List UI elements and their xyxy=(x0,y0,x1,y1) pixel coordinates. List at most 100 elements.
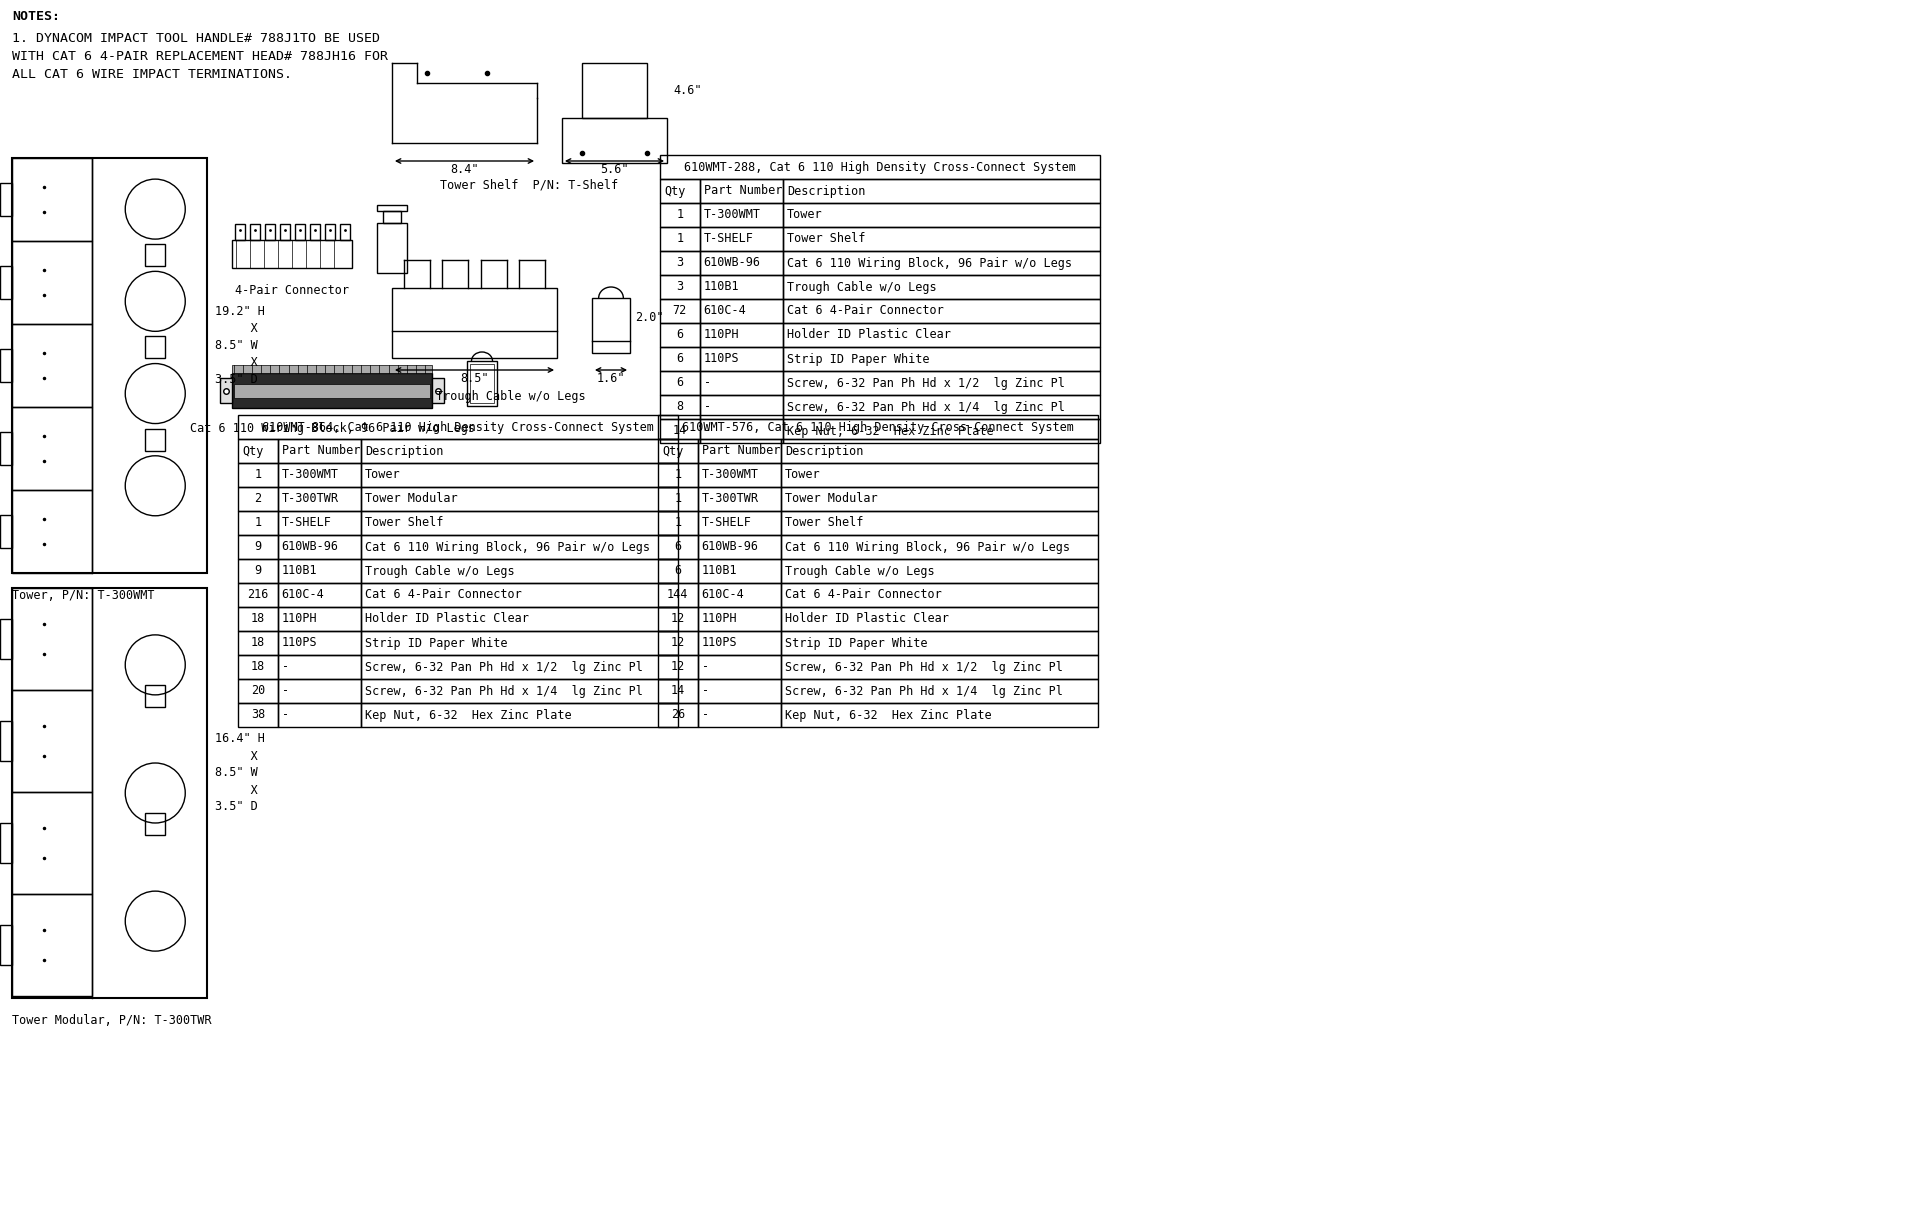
Text: 610C-4: 610C-4 xyxy=(282,588,324,602)
Text: T-SHELF: T-SHELF xyxy=(701,516,751,530)
Bar xyxy=(699,395,783,419)
Text: -: - xyxy=(701,660,708,674)
Bar xyxy=(697,583,781,607)
Text: 110B1: 110B1 xyxy=(282,564,317,577)
Text: 19.2" H
     X
8.5" W
     X
3.5" D: 19.2" H X 8.5" W X 3.5" D xyxy=(215,304,265,386)
Bar xyxy=(0,721,12,761)
Text: Cat 6 4-Pair Connector: Cat 6 4-Pair Connector xyxy=(785,588,943,602)
Text: 1: 1 xyxy=(674,469,682,481)
Bar xyxy=(278,487,361,512)
Bar xyxy=(697,535,781,559)
Bar xyxy=(781,583,1098,607)
Text: 610WB-96: 610WB-96 xyxy=(703,257,760,269)
Bar xyxy=(783,251,1100,275)
Text: WITH CAT 6 4-PAIR REPLACEMENT HEAD# 788JH16 FOR: WITH CAT 6 4-PAIR REPLACEMENT HEAD# 788J… xyxy=(12,50,388,63)
Text: Trough Cable w/o Legs: Trough Cable w/o Legs xyxy=(436,390,586,403)
Bar xyxy=(361,631,678,655)
Bar xyxy=(376,223,407,273)
Bar xyxy=(699,227,783,251)
Bar xyxy=(324,224,334,240)
Bar xyxy=(278,512,361,535)
Bar xyxy=(781,703,1098,727)
Text: 9: 9 xyxy=(253,541,261,553)
Bar xyxy=(783,395,1100,419)
Bar xyxy=(697,655,781,678)
Bar xyxy=(697,703,781,727)
Bar xyxy=(12,241,92,324)
Text: Tower: Tower xyxy=(785,469,822,481)
Bar xyxy=(660,275,699,298)
Text: Tower Modular, P/N: T-300TWR: Tower Modular, P/N: T-300TWR xyxy=(12,1015,211,1027)
Bar xyxy=(361,655,678,678)
Bar xyxy=(278,438,361,463)
Bar xyxy=(146,685,165,706)
Bar xyxy=(659,487,697,512)
Bar xyxy=(582,63,647,118)
Bar xyxy=(781,631,1098,655)
Text: Tower: Tower xyxy=(787,208,824,222)
Text: ALL CAT 6 WIRE IMPACT TERMINATIONS.: ALL CAT 6 WIRE IMPACT TERMINATIONS. xyxy=(12,68,292,82)
Bar xyxy=(659,607,697,631)
Bar xyxy=(699,179,783,203)
Text: 12: 12 xyxy=(670,613,685,626)
Text: T-300TWR: T-300TWR xyxy=(701,492,758,505)
Text: -: - xyxy=(282,660,288,674)
Text: 3: 3 xyxy=(676,280,684,294)
Text: Screw, 6-32 Pan Ph Hd x 1/4  lg Zinc Pl: Screw, 6-32 Pan Ph Hd x 1/4 lg Zinc Pl xyxy=(785,685,1064,698)
Bar xyxy=(278,463,361,487)
Text: Kep Nut, 6-32  Hex Zinc Plate: Kep Nut, 6-32 Hex Zinc Plate xyxy=(787,425,995,437)
Bar xyxy=(660,347,699,371)
Text: 6: 6 xyxy=(676,329,684,341)
Bar xyxy=(278,655,361,678)
Bar xyxy=(146,245,165,267)
Bar xyxy=(361,512,678,535)
Bar xyxy=(238,559,278,583)
Text: Holder ID Plastic Clear: Holder ID Plastic Clear xyxy=(365,613,530,626)
Text: Screw, 6-32 Pan Ph Hd x 1/2  lg Zinc Pl: Screw, 6-32 Pan Ph Hd x 1/2 lg Zinc Pl xyxy=(785,660,1064,674)
Text: 3: 3 xyxy=(676,257,684,269)
Bar xyxy=(361,678,678,703)
Bar xyxy=(660,227,699,251)
Bar xyxy=(659,559,697,583)
Text: 6: 6 xyxy=(676,352,684,365)
Bar xyxy=(12,324,92,407)
Bar xyxy=(699,419,783,443)
Text: 4-Pair Connector: 4-Pair Connector xyxy=(234,284,349,297)
Text: 5.6": 5.6" xyxy=(601,163,628,175)
Text: 610WB-96: 610WB-96 xyxy=(282,541,338,553)
Bar xyxy=(238,678,278,703)
Text: -: - xyxy=(703,425,710,437)
Bar xyxy=(12,792,92,894)
Bar xyxy=(12,490,92,572)
Bar xyxy=(783,298,1100,323)
Text: 6: 6 xyxy=(674,541,682,553)
Text: T-SHELF: T-SHELF xyxy=(703,233,753,246)
Text: Kep Nut, 6-32  Hex Zinc Plate: Kep Nut, 6-32 Hex Zinc Plate xyxy=(365,709,572,721)
Bar xyxy=(660,395,699,419)
Text: Screw, 6-32 Pan Ph Hd x 1/2  lg Zinc Pl: Screw, 6-32 Pan Ph Hd x 1/2 lg Zinc Pl xyxy=(787,376,1066,390)
Bar xyxy=(660,323,699,347)
Bar xyxy=(278,631,361,655)
Text: NOTES:: NOTES: xyxy=(12,10,60,23)
Text: 6: 6 xyxy=(676,376,684,390)
Bar xyxy=(361,438,678,463)
Bar xyxy=(781,487,1098,512)
Bar xyxy=(699,275,783,298)
Text: 216: 216 xyxy=(248,588,269,602)
Bar xyxy=(781,535,1098,559)
Text: Cat 6 110 Wiring Block, 96 Pair w/o Legs: Cat 6 110 Wiring Block, 96 Pair w/o Legs xyxy=(787,257,1071,269)
Text: Cat 6 110 Wiring Block, 96 Pair w/o Legs: Cat 6 110 Wiring Block, 96 Pair w/o Legs xyxy=(365,541,651,553)
Text: 18: 18 xyxy=(252,613,265,626)
Text: Qty: Qty xyxy=(664,184,685,197)
Text: 1: 1 xyxy=(676,208,684,222)
Bar xyxy=(659,655,697,678)
Text: Qty: Qty xyxy=(662,445,684,458)
Text: Qty: Qty xyxy=(242,445,263,458)
Text: 1: 1 xyxy=(674,516,682,530)
Bar xyxy=(783,347,1100,371)
Text: Description: Description xyxy=(787,184,866,197)
Bar xyxy=(361,559,678,583)
Text: Trough Cable w/o Legs: Trough Cable w/o Legs xyxy=(785,564,935,577)
Bar xyxy=(699,323,783,347)
Text: 110PH: 110PH xyxy=(703,329,739,341)
